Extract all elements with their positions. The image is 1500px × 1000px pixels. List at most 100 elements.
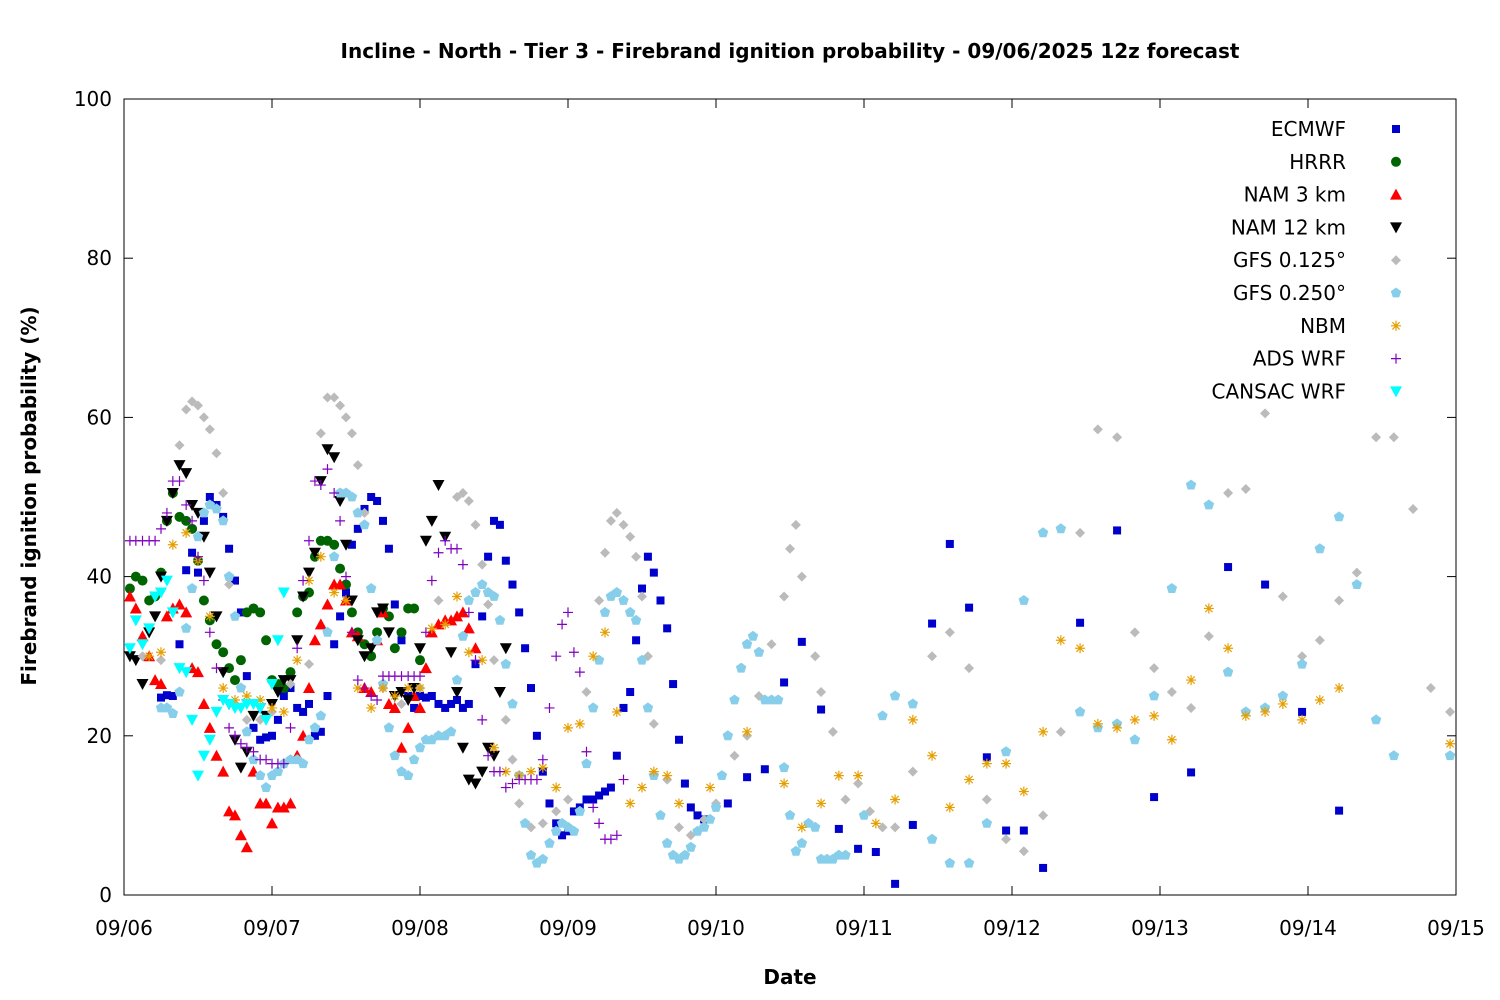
data-point bbox=[445, 647, 458, 659]
data-point bbox=[1037, 527, 1049, 538]
data-point bbox=[447, 699, 456, 708]
data-point bbox=[551, 782, 562, 793]
data-point bbox=[231, 576, 239, 585]
data-point bbox=[156, 655, 166, 666]
data-point bbox=[260, 782, 272, 792]
data-point bbox=[457, 559, 468, 570]
data-point bbox=[204, 611, 215, 622]
data-point bbox=[656, 596, 665, 605]
data-point bbox=[716, 770, 728, 780]
data-point bbox=[519, 817, 531, 828]
data-point bbox=[365, 583, 377, 593]
data-point bbox=[833, 849, 845, 860]
data-point bbox=[277, 587, 290, 599]
data-point bbox=[827, 726, 838, 737]
data-point bbox=[612, 751, 621, 760]
data-point bbox=[371, 607, 384, 619]
data-point bbox=[796, 822, 807, 833]
data-point bbox=[414, 701, 426, 713]
data-point bbox=[631, 551, 642, 562]
data-point bbox=[796, 571, 807, 582]
data-point bbox=[944, 857, 956, 868]
data-point bbox=[722, 730, 734, 741]
data-point bbox=[636, 654, 648, 665]
data-point bbox=[500, 782, 511, 793]
data-point bbox=[341, 412, 351, 423]
data-point bbox=[416, 692, 424, 700]
data-point bbox=[507, 754, 518, 765]
data-point bbox=[434, 699, 443, 708]
data-point bbox=[624, 606, 636, 617]
data-point bbox=[1186, 675, 1197, 686]
data-point bbox=[606, 783, 615, 792]
data-point bbox=[1076, 618, 1085, 627]
data-point bbox=[192, 770, 204, 782]
data-point bbox=[1333, 511, 1345, 522]
data-point bbox=[180, 468, 193, 480]
data-point bbox=[160, 515, 173, 527]
data-point bbox=[1388, 432, 1399, 443]
data-point bbox=[267, 702, 277, 713]
data-point bbox=[550, 825, 562, 836]
data-point bbox=[420, 627, 431, 638]
data-point bbox=[166, 607, 179, 619]
data-point bbox=[346, 491, 358, 502]
data-point bbox=[224, 722, 235, 733]
data-point bbox=[890, 794, 901, 805]
legend-marker bbox=[1391, 320, 1401, 331]
data-point bbox=[568, 647, 579, 658]
data-point bbox=[180, 606, 193, 618]
data-point bbox=[710, 801, 722, 812]
data-point bbox=[515, 608, 524, 617]
data-point bbox=[161, 702, 173, 713]
data-point bbox=[186, 714, 199, 726]
data-point bbox=[643, 552, 652, 561]
data-point bbox=[457, 488, 468, 499]
data-point bbox=[679, 849, 691, 860]
data-point bbox=[589, 795, 598, 804]
data-point bbox=[1351, 567, 1362, 578]
data-point bbox=[907, 714, 918, 725]
data-point bbox=[908, 820, 917, 829]
data-point bbox=[619, 703, 628, 712]
data-point bbox=[149, 611, 162, 623]
data-point bbox=[686, 803, 695, 812]
data-point bbox=[854, 844, 863, 853]
data-point bbox=[129, 655, 142, 667]
data-point bbox=[780, 678, 789, 687]
data-point bbox=[1203, 499, 1215, 510]
data-point bbox=[1334, 683, 1345, 694]
data-point bbox=[964, 774, 975, 785]
data-point bbox=[322, 626, 333, 637]
data-point bbox=[211, 663, 222, 674]
data-point bbox=[1075, 527, 1086, 538]
data-point bbox=[638, 584, 646, 593]
data-point bbox=[235, 738, 246, 749]
data-point bbox=[203, 567, 216, 579]
data-point bbox=[1445, 706, 1456, 717]
data-point bbox=[198, 412, 209, 423]
data-point bbox=[618, 595, 629, 605]
data-point bbox=[483, 750, 494, 761]
data-point bbox=[285, 722, 296, 733]
data-point bbox=[927, 750, 938, 761]
data-point bbox=[462, 622, 475, 634]
data-point bbox=[1019, 826, 1028, 835]
legend-marker bbox=[1390, 386, 1402, 398]
data-point bbox=[285, 679, 296, 690]
data-point bbox=[1055, 523, 1067, 534]
data-point bbox=[452, 591, 462, 602]
data-point bbox=[218, 647, 229, 658]
data-point bbox=[588, 651, 599, 662]
data-point bbox=[499, 643, 512, 655]
data-point bbox=[234, 702, 247, 714]
data-point bbox=[747, 630, 759, 641]
data-point bbox=[785, 543, 795, 554]
data-point bbox=[156, 647, 166, 658]
data-point bbox=[742, 726, 753, 737]
data-point bbox=[204, 424, 215, 435]
data-point bbox=[537, 818, 548, 829]
data-point bbox=[648, 718, 659, 729]
data-point bbox=[285, 667, 296, 678]
series-cansac-wrf bbox=[123, 575, 290, 782]
